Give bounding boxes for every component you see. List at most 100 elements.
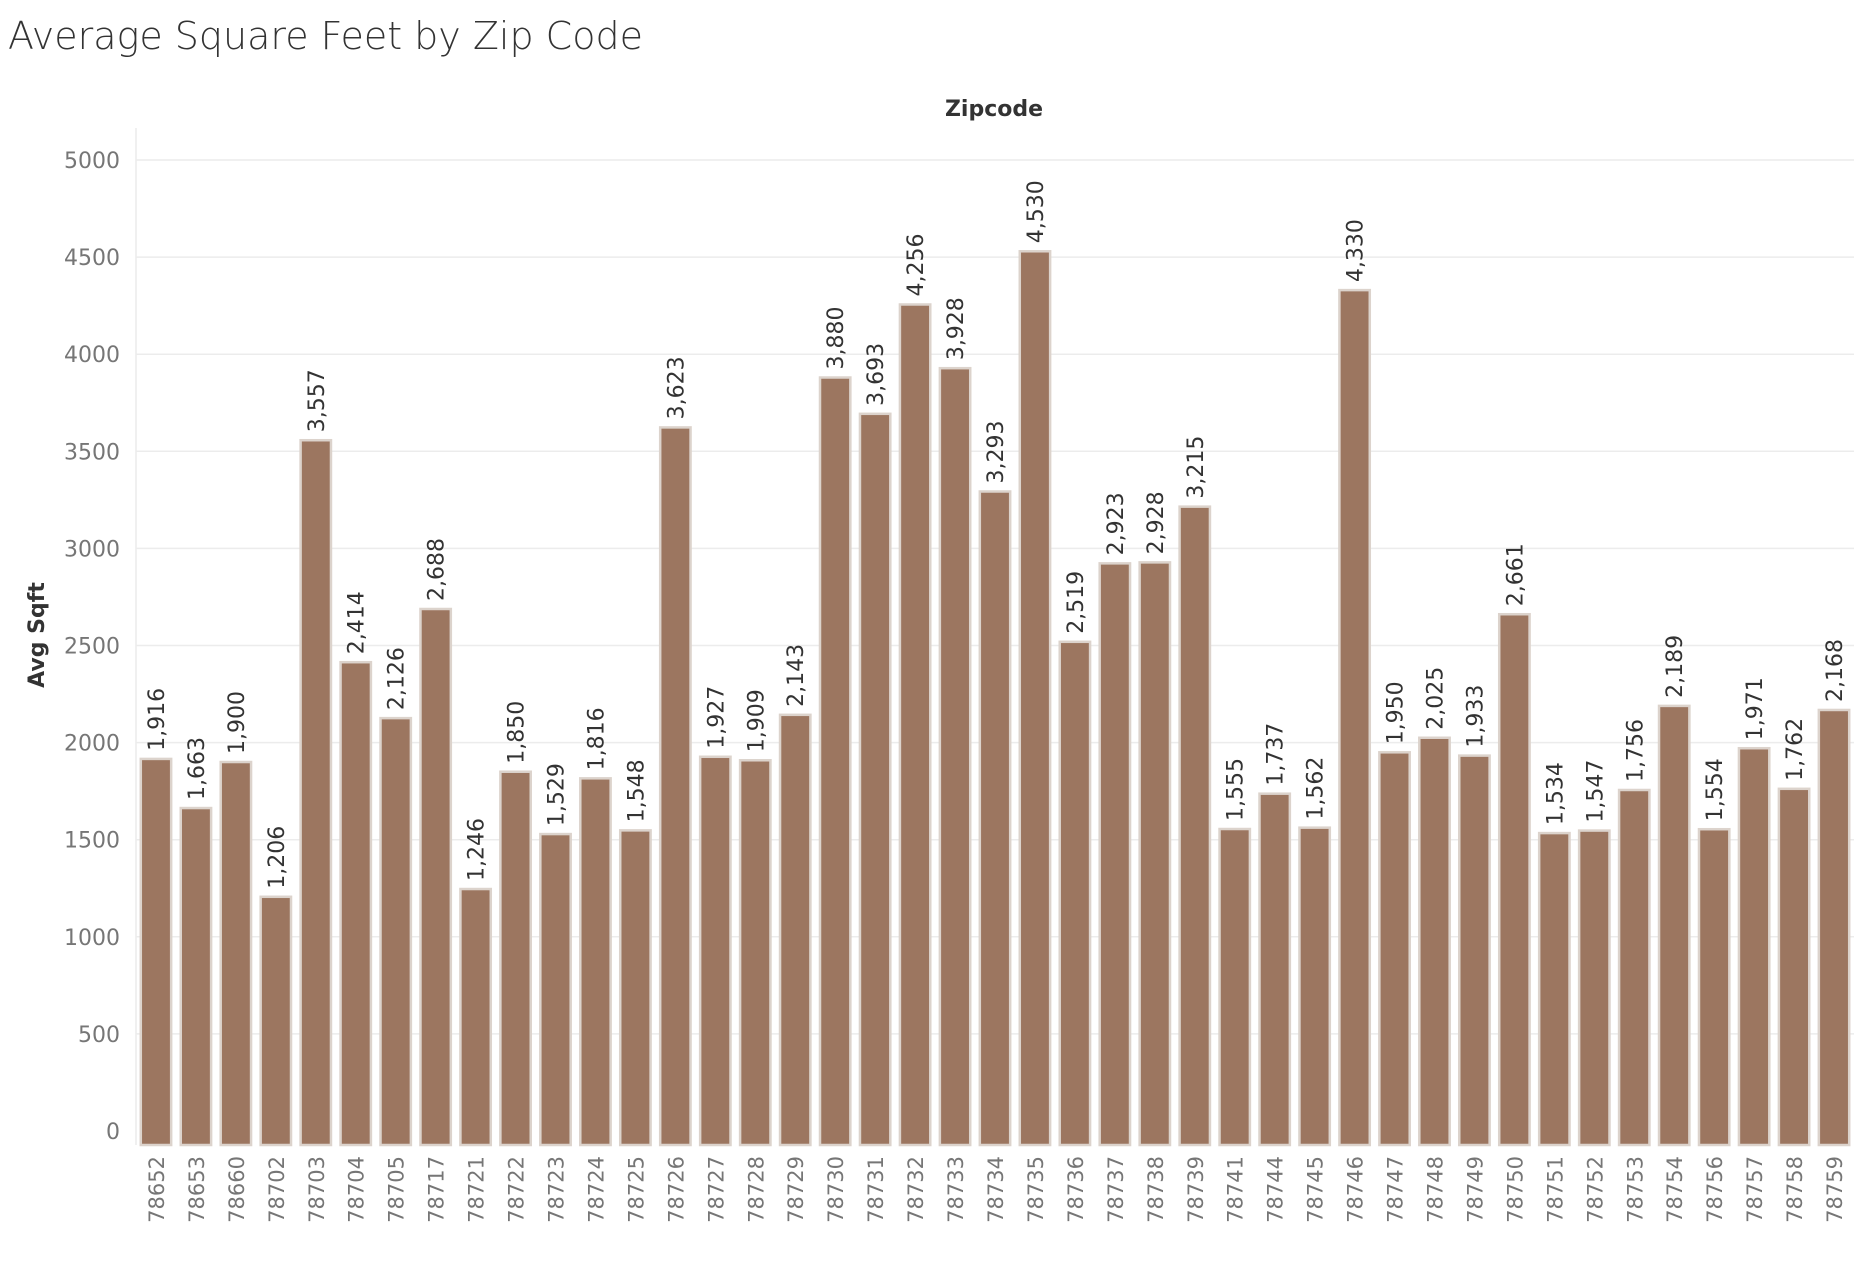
- bar-78717[interactable]: [419, 607, 453, 1147]
- y-tick-label: 5000: [64, 149, 120, 174]
- bar-78703[interactable]: [299, 438, 333, 1147]
- bar-78739[interactable]: [1178, 505, 1212, 1147]
- data-label-78652: 1,916: [145, 688, 170, 751]
- x-tick-label-78751: 78751: [1543, 1156, 1567, 1223]
- bar-78721[interactable]: [459, 887, 493, 1147]
- data-label-78726: 3,623: [664, 356, 689, 419]
- bar-78736[interactable]: [1058, 640, 1092, 1147]
- x-tick-label-78750: 78750: [1503, 1156, 1527, 1223]
- bar-78725[interactable]: [618, 829, 652, 1147]
- x-tick-label-78734: 78734: [984, 1156, 1008, 1223]
- data-label-78750: 2,661: [1503, 543, 1528, 606]
- data-label-78758: 1,762: [1783, 718, 1808, 781]
- data-label-78745: 1,562: [1304, 757, 1329, 820]
- bar-78704[interactable]: [339, 660, 373, 1147]
- bar-78758[interactable]: [1777, 787, 1811, 1147]
- bar-78754[interactable]: [1657, 704, 1691, 1147]
- bar-78747[interactable]: [1378, 751, 1411, 1147]
- x-tick-label-78739: 78739: [1184, 1156, 1208, 1223]
- data-label-78703: 3,557: [305, 369, 330, 432]
- x-tick-label-78725: 78725: [624, 1156, 648, 1223]
- x-tick-label-78728: 78728: [744, 1156, 768, 1223]
- bar-78749[interactable]: [1458, 754, 1491, 1147]
- x-tick-label-78733: 78733: [944, 1156, 968, 1223]
- x-tick-label-78735: 78735: [1024, 1156, 1048, 1223]
- x-tick-label-78703: 78703: [305, 1156, 329, 1223]
- y-tick-label: 500: [78, 1023, 120, 1048]
- y-tick-label: 2000: [64, 732, 120, 757]
- bar-78759[interactable]: [1817, 708, 1851, 1147]
- x-tick-label-78753: 78753: [1623, 1156, 1647, 1223]
- bar-78748[interactable]: [1418, 736, 1451, 1147]
- data-label-78747: 1,950: [1384, 681, 1409, 744]
- bar-78727[interactable]: [698, 755, 732, 1147]
- data-label-78732: 4,256: [904, 234, 929, 297]
- bar-78751[interactable]: [1537, 831, 1571, 1147]
- data-label-78729: 2,143: [784, 644, 809, 707]
- bar-78729[interactable]: [778, 713, 812, 1147]
- bar-78745[interactable]: [1298, 826, 1332, 1147]
- data-label-78734: 3,293: [984, 421, 1009, 484]
- x-tick-label-78747: 78747: [1384, 1156, 1408, 1223]
- bars: [139, 250, 1851, 1147]
- x-tick-label-78737: 78737: [1104, 1156, 1128, 1223]
- x-tick-label-78721: 78721: [465, 1156, 489, 1223]
- data-label-78753: 1,756: [1623, 719, 1648, 782]
- data-label-78704: 2,414: [345, 591, 370, 654]
- x-tick-label-78724: 78724: [584, 1156, 608, 1223]
- bar-78652[interactable]: [139, 757, 173, 1147]
- bar-78732[interactable]: [898, 303, 932, 1147]
- chart-title: Average Square Feet by Zip Code: [8, 14, 643, 58]
- x-axis-ticks: 78652 78653 78660 78702 78703 78704 78705 78717…: [145, 1156, 1847, 1223]
- bar-78735[interactable]: [1018, 250, 1052, 1147]
- bar-78744[interactable]: [1258, 792, 1292, 1147]
- bar-78734[interactable]: [978, 490, 1012, 1147]
- data-label-78748: 2,025: [1423, 667, 1448, 730]
- x-tick-label-78741: 78741: [1224, 1156, 1248, 1223]
- data-label-78737: 2,923: [1104, 492, 1129, 555]
- bar-78738[interactable]: [1138, 561, 1172, 1147]
- x-tick-label-78746: 78746: [1344, 1156, 1368, 1223]
- bar-78741[interactable]: [1218, 827, 1252, 1147]
- bar-78746[interactable]: [1338, 288, 1372, 1147]
- bar-78702[interactable]: [259, 895, 293, 1147]
- bar-78723[interactable]: [539, 832, 572, 1147]
- bar-78722[interactable]: [499, 770, 532, 1147]
- bar-78653[interactable]: [179, 806, 213, 1147]
- bar-78756[interactable]: [1697, 827, 1731, 1147]
- bar-78733[interactable]: [938, 366, 972, 1147]
- x-tick-label-78653: 78653: [185, 1156, 209, 1223]
- data-label-78727: 1,927: [704, 686, 729, 749]
- bar-78753[interactable]: [1617, 788, 1651, 1147]
- data-label-78721: 1,246: [465, 818, 490, 881]
- x-tick-label-78723: 78723: [545, 1156, 569, 1223]
- data-label-78653: 1,663: [185, 737, 210, 800]
- bar-78757[interactable]: [1737, 746, 1771, 1147]
- bar-78752[interactable]: [1577, 829, 1611, 1147]
- y-tick-label: 1500: [64, 829, 120, 854]
- data-label-78746: 4,330: [1344, 219, 1369, 282]
- bar-78728[interactable]: [738, 759, 772, 1147]
- data-label-78744: 1,737: [1264, 723, 1289, 786]
- x-tick-label-78729: 78729: [784, 1156, 808, 1223]
- x-tick-label-78748: 78748: [1423, 1156, 1447, 1223]
- y-axis-title: Avg Sqft: [25, 582, 50, 688]
- bar-78724[interactable]: [579, 777, 612, 1147]
- x-tick-label-78726: 78726: [664, 1156, 688, 1223]
- bar-78705[interactable]: [379, 716, 413, 1147]
- bar-78730[interactable]: [818, 376, 852, 1147]
- y-tick-label: 4500: [64, 246, 120, 271]
- data-label-78728: 1,909: [744, 689, 769, 752]
- data-label-78751: 1,534: [1543, 762, 1568, 825]
- bar-78660[interactable]: [219, 760, 253, 1147]
- x-tick-label-78745: 78745: [1304, 1156, 1328, 1223]
- y-axis-ticks: 0 500 1000 1500 2000 2500 3000 3500 4000 4500 5000: [64, 149, 120, 1145]
- bar-78726[interactable]: [658, 426, 692, 1147]
- x-tick-label-78754: 78754: [1663, 1156, 1687, 1223]
- x-tick-label-78758: 78758: [1783, 1156, 1807, 1223]
- x-tick-label-78738: 78738: [1144, 1156, 1168, 1223]
- bar-78750[interactable]: [1497, 612, 1531, 1147]
- bar-78731[interactable]: [858, 412, 892, 1147]
- y-tick-label: 4000: [64, 343, 120, 368]
- bar-78737[interactable]: [1098, 562, 1132, 1147]
